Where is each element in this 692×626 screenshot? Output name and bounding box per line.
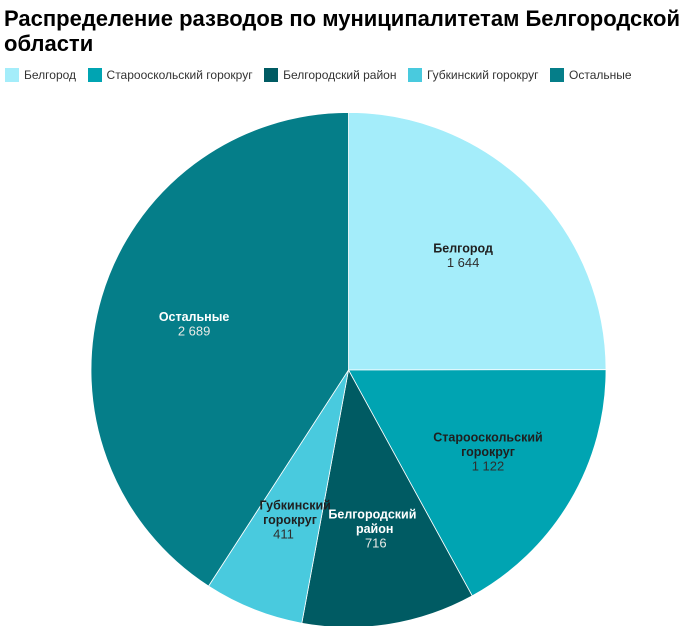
- svg-text:411: 411: [273, 526, 294, 541]
- svg-text:Губкинский: Губкинский: [260, 498, 331, 512]
- svg-text:горокруг: горокруг: [461, 445, 515, 459]
- svg-text:район: район: [356, 522, 393, 536]
- svg-text:Белгород: Белгород: [433, 242, 493, 256]
- svg-text:горокруг: горокруг: [263, 513, 317, 527]
- svg-text:Старооскольский: Старооскольский: [433, 431, 542, 445]
- svg-text:Белгородский: Белгородский: [328, 508, 416, 522]
- svg-text:1 122: 1 122: [472, 459, 505, 474]
- svg-text:716: 716: [365, 536, 387, 551]
- svg-text:2 689: 2 689: [178, 323, 211, 338]
- svg-text:1 644: 1 644: [447, 255, 480, 270]
- svg-text:Остальные: Остальные: [159, 310, 230, 324]
